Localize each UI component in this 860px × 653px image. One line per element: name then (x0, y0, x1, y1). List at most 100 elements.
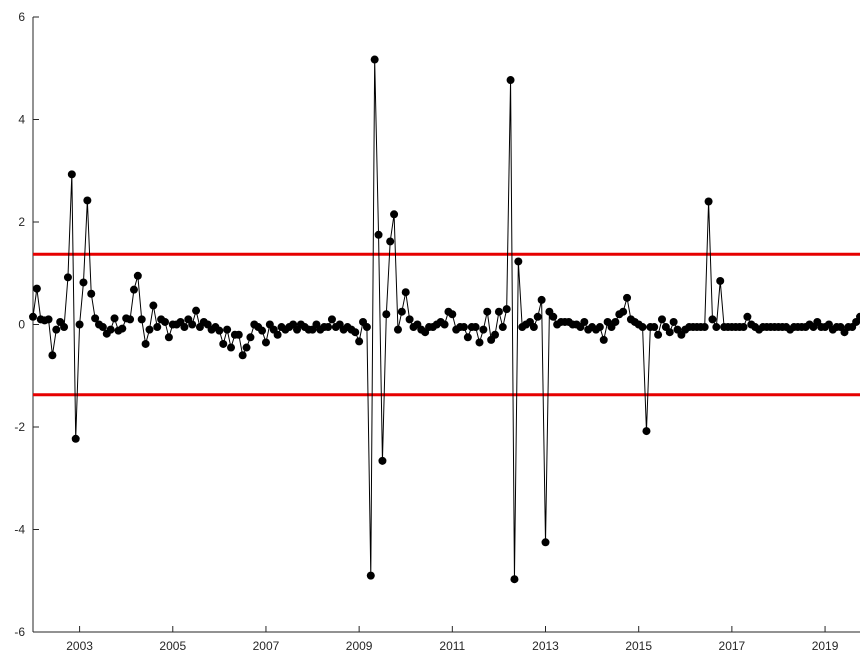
data-point (137, 315, 146, 324)
data-point (227, 343, 236, 352)
y-tick-label: 0 (18, 318, 25, 332)
data-point (483, 307, 492, 316)
data-point (48, 351, 57, 360)
x-tick-label: 2009 (346, 639, 373, 653)
data-point (324, 323, 333, 332)
data-point (533, 312, 542, 321)
data-point (599, 335, 608, 344)
data-point (374, 230, 383, 239)
y-tick-label: -4 (14, 523, 25, 537)
axes (32, 16, 860, 633)
data-point (75, 320, 84, 329)
data-point (650, 323, 659, 332)
data-point (397, 307, 406, 316)
data-point (665, 328, 674, 337)
data-point (657, 315, 666, 324)
data-point (145, 325, 154, 334)
data-point (52, 325, 61, 334)
data-point (595, 323, 604, 332)
data-point (83, 196, 92, 205)
data-point (405, 315, 414, 324)
data-point (856, 312, 860, 321)
data-point (463, 333, 472, 342)
data-point (669, 317, 678, 326)
data-point (261, 338, 270, 347)
data-point (91, 314, 100, 323)
data-point (448, 310, 457, 319)
data-point (475, 338, 484, 347)
data-point (133, 271, 142, 280)
data-point (110, 314, 119, 323)
data-point (401, 288, 410, 297)
data-point (258, 326, 267, 335)
data-point (743, 312, 752, 321)
data-point (638, 323, 647, 332)
data-point (611, 317, 620, 326)
data-point (234, 330, 243, 339)
data-point (164, 333, 173, 342)
series-group (29, 55, 860, 584)
data-point (506, 76, 515, 85)
data-point (327, 315, 336, 324)
data-point (126, 315, 135, 324)
data-point (63, 273, 72, 282)
data-point (355, 337, 364, 346)
data-point (382, 310, 391, 319)
data-point (498, 323, 507, 332)
data-point (223, 325, 232, 334)
data-point (129, 285, 138, 294)
data-point (29, 312, 37, 321)
data-point (219, 339, 228, 348)
data-point (215, 326, 224, 335)
series-line (32, 59, 860, 580)
data-point (180, 323, 189, 332)
data-point (32, 284, 41, 293)
data-point (529, 323, 538, 332)
data-point (393, 325, 402, 334)
data-point (273, 330, 282, 339)
data-point (712, 323, 721, 332)
data-point (704, 197, 713, 206)
tick-labels: -6 -4 -2 0 2 4 6 2003 2005 2007 2009 2011 2013 2015 20… (14, 10, 838, 653)
data-point (619, 307, 628, 316)
data-point (549, 312, 558, 321)
data-point (118, 324, 127, 333)
data-point (386, 237, 395, 246)
data-point (79, 278, 88, 287)
data-point (246, 333, 255, 342)
data-point (491, 330, 500, 339)
data-point (60, 323, 69, 332)
data-point (188, 320, 197, 329)
x-tick-label: 2007 (253, 639, 280, 653)
data-point (141, 339, 150, 348)
data-point (362, 323, 371, 332)
data-point (98, 323, 107, 332)
data-point (623, 293, 632, 302)
x-tick-label: 2019 (812, 639, 839, 653)
data-point (716, 276, 725, 285)
data-point (153, 323, 162, 332)
data-point (502, 305, 511, 314)
data-point (351, 328, 360, 337)
data-point (71, 434, 80, 443)
x-tick-label: 2011 (439, 639, 465, 653)
data-point (44, 315, 53, 324)
data-point (192, 306, 201, 315)
data-point (510, 575, 519, 584)
data-point (161, 317, 170, 326)
x-tick-label: 2017 (719, 639, 746, 653)
data-point (459, 323, 468, 332)
data-point (440, 320, 449, 329)
data-point (700, 323, 709, 332)
data-point (370, 55, 379, 64)
threshold-lines (33, 252, 860, 397)
data-point (642, 427, 651, 436)
x-tick-label: 2003 (66, 639, 93, 653)
data-point (87, 289, 96, 298)
x-tick-label: 2005 (159, 639, 186, 653)
data-point (238, 351, 247, 360)
data-point (514, 257, 523, 266)
data-point (366, 571, 375, 580)
y-tick-label: -2 (14, 420, 25, 434)
